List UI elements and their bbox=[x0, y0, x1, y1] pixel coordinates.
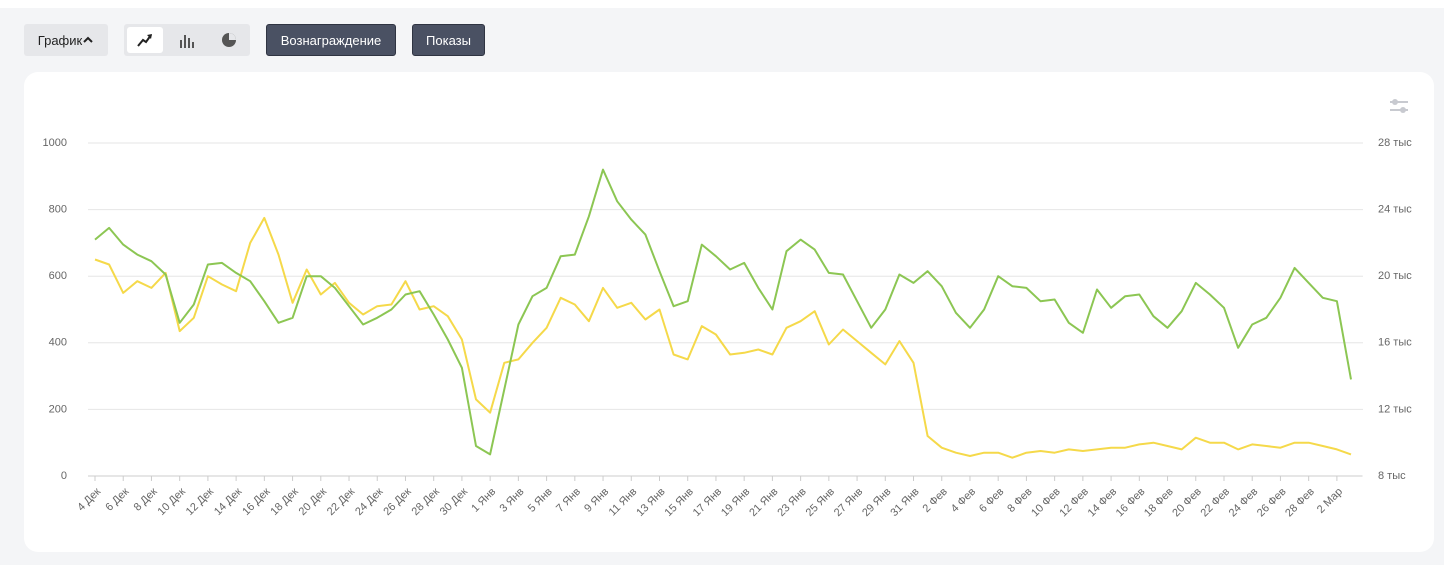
view-dropdown[interactable]: График bbox=[24, 24, 108, 56]
x-tick-label: 2 Фев bbox=[921, 486, 950, 515]
x-tick-label: 4 Фев bbox=[949, 486, 978, 515]
y-tick-label: 400 bbox=[49, 337, 67, 349]
y2-tick-label: 20 тыс bbox=[1378, 270, 1412, 282]
x-tick-label: 31 Янв bbox=[888, 486, 921, 519]
x-tick-label: 2 Мар bbox=[1315, 486, 1345, 516]
x-tick-label: 17 Янв bbox=[691, 486, 724, 519]
chevron bbox=[83, 36, 93, 43]
y2-tick-label: 28 тыс bbox=[1378, 137, 1412, 149]
x-tick-label: 29 Янв bbox=[860, 486, 893, 519]
chart-card bbox=[24, 72, 1434, 552]
x-tick-label: 19 Янв bbox=[719, 486, 752, 519]
series-line bbox=[94, 216, 1352, 459]
series-toggle[interactable]: Показы bbox=[412, 24, 485, 56]
y-tick-label: 800 bbox=[49, 204, 67, 216]
x-tick-label: 21 Янв bbox=[747, 486, 780, 519]
x-tick-label: 10 Дек bbox=[156, 486, 188, 518]
x-tick-label: 30 Дек bbox=[438, 486, 470, 518]
y2-tick-label: 24 тыс bbox=[1378, 204, 1412, 216]
x-tick-label: 6 Фев bbox=[977, 486, 1006, 515]
x-tick-label: 15 Янв bbox=[663, 486, 696, 519]
x-tick-label: 3 Янв bbox=[498, 486, 527, 515]
pie-type[interactable] bbox=[211, 27, 247, 53]
x-tick-label: 20 Фев bbox=[1170, 486, 1204, 520]
x-tick-label: 28 Дек bbox=[410, 486, 442, 518]
y2-tick-label: 16 тыс bbox=[1378, 337, 1412, 349]
x-tick-label: 14 Фев bbox=[1086, 486, 1120, 520]
x-tick-label: 18 Дек bbox=[268, 486, 300, 518]
top-strip bbox=[0, 0, 1444, 8]
x-tick-label: 24 Фев bbox=[1227, 486, 1261, 520]
y-tick-label: 200 bbox=[49, 403, 67, 415]
y2-tick-label: 12 тыс bbox=[1378, 403, 1412, 415]
x-tick-label: 22 Дек bbox=[325, 486, 357, 518]
view-label: График bbox=[37, 32, 83, 48]
x-tick-label: 27 Янв bbox=[832, 486, 865, 519]
y2-tick-label: 8 тыс bbox=[1378, 470, 1406, 482]
x-tick-label: 16 Дек bbox=[240, 486, 272, 518]
series-line bbox=[94, 168, 1352, 456]
x-tick-label: 10 Фев bbox=[1029, 486, 1063, 520]
settings-icon[interactable] bbox=[1389, 98, 1409, 114]
x-tick-label: 1 Янв bbox=[469, 486, 498, 515]
chart-type-group bbox=[124, 24, 250, 56]
y-tick-label: 600 bbox=[49, 270, 67, 282]
x-tick-label: 4 Дек bbox=[75, 486, 103, 514]
x-tick-label: 7 Янв bbox=[554, 486, 583, 515]
x-tick-label: 26 Дек bbox=[381, 486, 413, 518]
x-tick-label: 13 Янв bbox=[634, 486, 667, 519]
x-tick-label: 24 Дек bbox=[353, 486, 385, 518]
line-type[interactable] bbox=[127, 27, 163, 53]
x-tick-label: 20 Дек bbox=[297, 486, 329, 518]
x-tick-label: 12 Фев bbox=[1057, 486, 1091, 520]
series-toggle[interactable]: Вознаграждение bbox=[266, 24, 396, 56]
y-tick-label: 0 bbox=[61, 470, 67, 482]
bar-type[interactable] bbox=[169, 27, 205, 53]
x-tick-label: 18 Фев bbox=[1142, 486, 1176, 520]
x-tick-label: 16 Фев bbox=[1114, 486, 1148, 520]
x-tick-label: 25 Янв bbox=[804, 486, 837, 519]
x-tick-label: 22 Фев bbox=[1198, 486, 1232, 520]
x-tick-label: 5 Янв bbox=[526, 486, 555, 515]
x-tick-label: 11 Янв bbox=[607, 486, 640, 519]
x-tick-label: 23 Янв bbox=[775, 486, 808, 519]
x-tick-label: 6 Дек bbox=[103, 486, 131, 514]
x-tick-label: 14 Дек bbox=[212, 486, 244, 518]
x-tick-label: 12 Дек bbox=[184, 486, 216, 518]
y-tick-label: 1000 bbox=[43, 137, 67, 149]
x-tick-label: 28 Фев bbox=[1283, 486, 1317, 520]
x-tick-label: 26 Фев bbox=[1255, 486, 1289, 520]
